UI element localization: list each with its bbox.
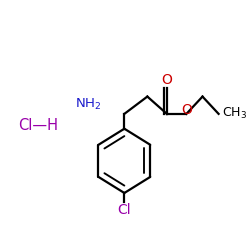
Text: NH$_2$: NH$_2$ bbox=[75, 97, 101, 112]
Text: Cl—H: Cl—H bbox=[18, 118, 58, 132]
Text: Cl: Cl bbox=[118, 202, 131, 216]
Text: CH$_3$: CH$_3$ bbox=[222, 106, 247, 121]
Text: O: O bbox=[181, 103, 192, 117]
Text: O: O bbox=[162, 74, 172, 88]
